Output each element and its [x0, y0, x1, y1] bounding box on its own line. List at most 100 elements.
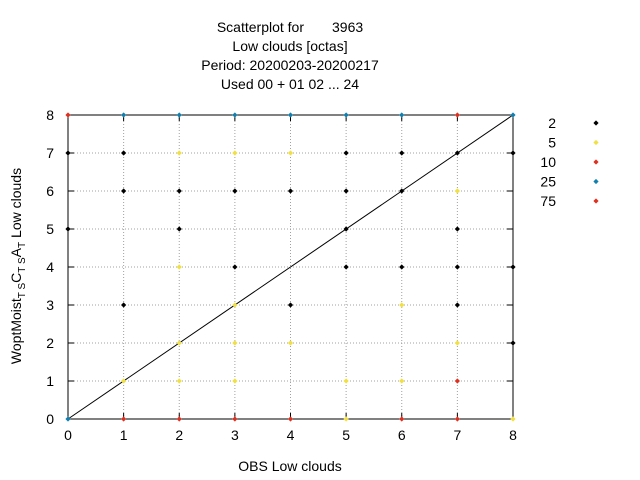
x-tick-label: 7: [453, 427, 461, 443]
data-point: [343, 188, 349, 194]
y-tick-label: 2: [46, 335, 54, 351]
y-label-base: WoptMoist: [8, 298, 24, 364]
data-point: [510, 340, 516, 346]
x-tick-label: 8: [509, 427, 517, 443]
data-point: [176, 226, 182, 232]
y-tick-label: 4: [46, 259, 54, 275]
data-point: [343, 378, 349, 384]
data-point: [176, 416, 182, 422]
data-point: [399, 150, 405, 156]
data-point: [287, 302, 294, 308]
data-point: [287, 340, 294, 346]
x-tick-label: 0: [64, 427, 72, 443]
y-axis-label: WoptMoistT SCT SAT Low clouds: [8, 168, 28, 364]
data-point: [232, 188, 238, 194]
data-point: [343, 226, 349, 232]
data-point: [454, 264, 460, 270]
data-point: [454, 150, 460, 156]
data-point: [343, 416, 349, 422]
y-tick-label: 7: [46, 145, 54, 161]
data-point: [399, 416, 405, 422]
y-label-sub-3: T: [17, 242, 28, 248]
data-point: [399, 378, 405, 384]
data-point: [232, 150, 238, 156]
data-point: [121, 150, 127, 156]
data-point: [510, 112, 516, 118]
data-point: [343, 112, 349, 118]
data-point: [176, 264, 182, 270]
data-point: [121, 188, 127, 194]
legend-entry-label: 10: [540, 154, 556, 170]
y-label-sub-1: T S: [17, 283, 28, 299]
x-tick-label: 6: [398, 427, 406, 443]
data-point: [343, 150, 349, 156]
x-tick-label: 1: [120, 427, 128, 443]
y-tick-label: 0: [46, 411, 54, 427]
data-point: [232, 112, 238, 118]
y-label-mid: C: [8, 273, 24, 283]
legend-entry-label: 25: [540, 174, 556, 190]
diagonal-reference-line: [67, 114, 514, 420]
data-points: [65, 112, 516, 422]
chart-title: Scatterplot for 3963 Low clouds [octas] P…: [201, 19, 379, 92]
data-point: [454, 226, 460, 232]
title-line-1: Scatterplot for 3963: [217, 19, 364, 35]
y-label-mid-2: A: [8, 247, 24, 257]
data-point: [287, 188, 294, 194]
data-point: [287, 112, 294, 118]
legend-entry-label: 2: [548, 115, 556, 131]
data-point: [287, 150, 294, 156]
y-tick-label: 3: [46, 297, 54, 313]
data-point: [454, 378, 460, 384]
y-tick-label: 5: [46, 221, 54, 237]
data-point: [399, 264, 405, 270]
x-tick-label: 4: [287, 427, 295, 443]
data-point: [232, 264, 238, 270]
legend-entry-label: 75: [540, 193, 556, 209]
data-point: [121, 378, 127, 384]
legend-entry-marker: [593, 159, 599, 165]
data-point: [287, 416, 294, 422]
legend-entry-marker: [593, 139, 599, 146]
data-point: [232, 416, 238, 422]
x-tick-label: 2: [175, 427, 183, 443]
data-point: [343, 264, 349, 270]
data-point: [176, 188, 182, 194]
data-point: [232, 340, 238, 346]
data-point: [176, 340, 182, 346]
data-point: [121, 302, 127, 308]
data-point: [176, 378, 182, 384]
data-point: [176, 150, 182, 156]
data-point: [121, 416, 127, 422]
data-point: [65, 112, 71, 118]
data-point: [121, 112, 127, 118]
legend-entry-marker: [593, 178, 599, 185]
legend-entry-marker: [593, 198, 599, 204]
title-line-3: Period: 20200203-20200217: [201, 57, 379, 73]
data-point: [454, 302, 460, 308]
data-point: [510, 264, 516, 270]
data-point: [399, 112, 405, 118]
y-label-sub-2: T S: [17, 257, 28, 273]
y-label-tail: Low clouds: [8, 168, 24, 242]
title-line-2: Low clouds [octas]: [232, 38, 347, 54]
legend-entry-marker: [593, 120, 599, 126]
data-point: [454, 112, 460, 118]
legend-entry-label: 5: [548, 135, 556, 151]
y-tick-label: 1: [46, 373, 54, 389]
data-point: [454, 340, 460, 346]
data-point: [454, 416, 460, 422]
data-point: [65, 150, 71, 156]
x-tick-label: 5: [342, 427, 350, 443]
data-point: [232, 302, 238, 308]
data-point: [65, 416, 71, 422]
data-point: [65, 226, 71, 232]
data-point: [399, 302, 405, 308]
x-tick-label: 3: [231, 427, 239, 443]
data-point: [399, 188, 405, 194]
data-point: [176, 112, 182, 118]
data-point: [510, 416, 516, 422]
y-tick-label: 6: [46, 183, 54, 199]
